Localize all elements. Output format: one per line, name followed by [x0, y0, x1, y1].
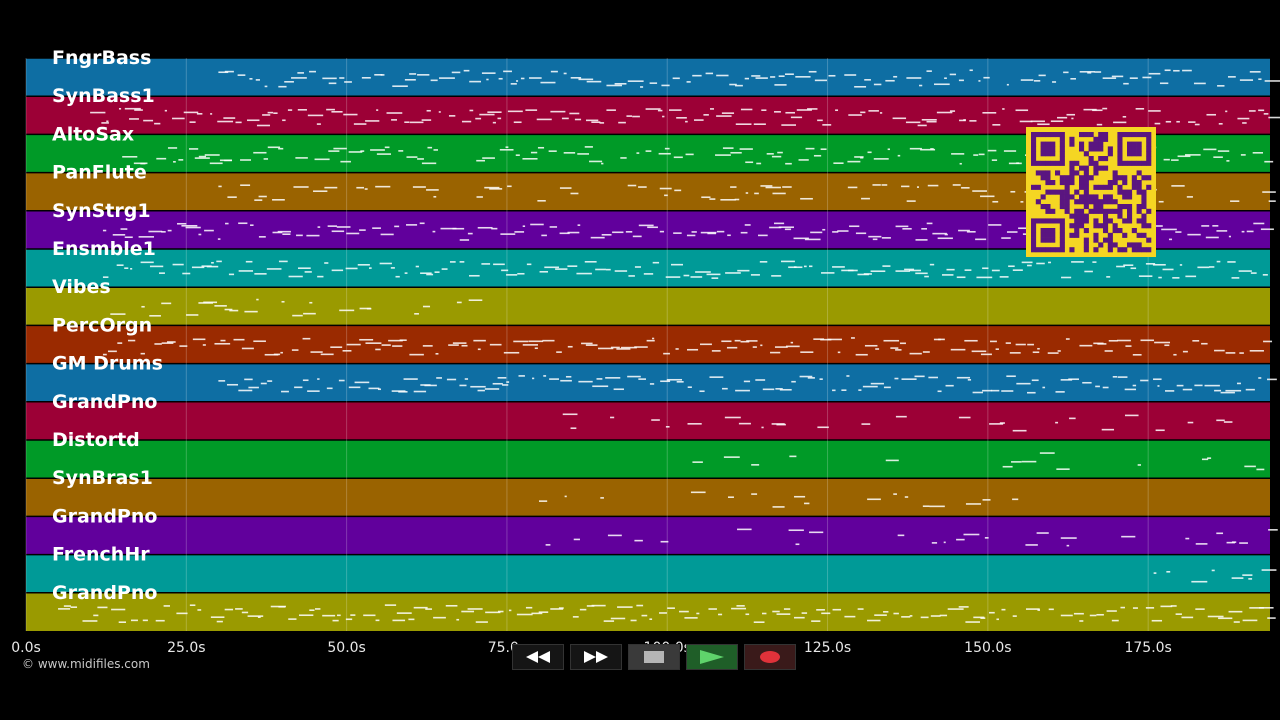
track-band	[26, 440, 1270, 479]
record-button[interactable]	[744, 644, 796, 670]
track-label: GrandPno	[52, 505, 157, 527]
track-label: Ensmble1	[52, 238, 156, 260]
fast-forward-button[interactable]	[570, 644, 622, 670]
copyright-text: © www.midifiles.com	[22, 657, 150, 671]
play-button[interactable]	[686, 644, 738, 670]
time-tick-label: 50.0s	[327, 640, 365, 656]
track-band	[26, 58, 1270, 97]
track-label: GM Drums	[52, 353, 163, 375]
track-label: FngrBass	[52, 47, 151, 69]
stop-button[interactable]	[628, 644, 680, 670]
transport-controls	[512, 644, 796, 670]
track-band	[26, 401, 1270, 440]
fast-forward-icon	[584, 651, 608, 663]
time-tick-label: 150.0s	[964, 640, 1011, 656]
time-tick-label: 175.0s	[1124, 640, 1171, 656]
track-band	[26, 325, 1270, 364]
time-tick-label: 0.0s	[11, 640, 41, 656]
rewind-button[interactable]	[512, 644, 564, 670]
track-band	[26, 363, 1270, 402]
track-label: GrandPno	[52, 582, 157, 604]
track-label: SynStrg1	[52, 200, 151, 222]
track-label: PanFlute	[52, 162, 147, 184]
stop-icon	[644, 651, 664, 663]
play-icon	[700, 650, 724, 664]
rewind-icon	[526, 651, 550, 663]
track-label: SynBass1	[52, 85, 155, 107]
track-label: SynBras1	[52, 467, 153, 489]
qr-code-icon	[1026, 127, 1156, 257]
time-tick-label: 25.0s	[167, 640, 205, 656]
track-label: Vibes	[52, 276, 111, 298]
track-band	[26, 592, 1270, 631]
time-tick-label: 125.0s	[804, 640, 851, 656]
track-label: FrenchHr	[52, 544, 150, 566]
track-band	[26, 287, 1270, 326]
track-label: AltoSax	[52, 123, 134, 145]
track-label: PercOrgn	[52, 314, 152, 336]
track-band	[26, 516, 1270, 555]
track-label: GrandPno	[52, 391, 157, 413]
record-icon	[760, 651, 780, 663]
track-label: Distortd	[52, 429, 140, 451]
track-band	[26, 554, 1270, 593]
track-band	[26, 478, 1270, 517]
